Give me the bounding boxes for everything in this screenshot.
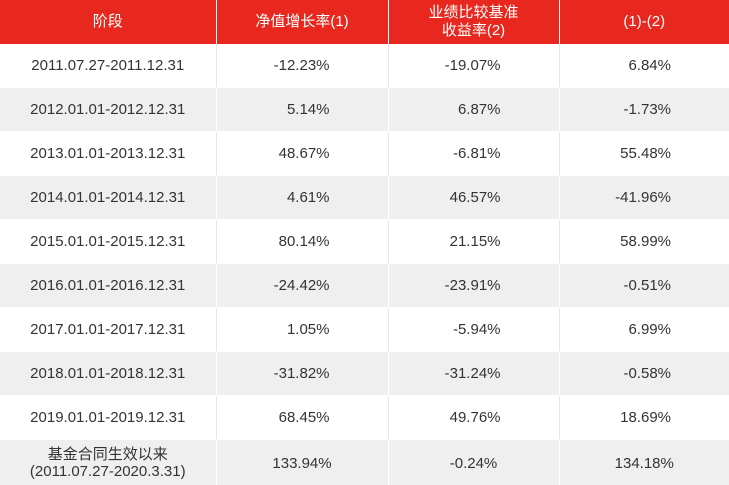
cell-period: 2017.01.01-2017.12.31 [0,307,217,352]
table-header: 阶段 净值增长率(1) 业绩比较基准 收益率(2) (1)-(2) [0,0,729,44]
header-nav-growth: 净值增长率(1) [216,0,389,44]
cell-difference: 58.99% [559,219,729,264]
cell-benchmark-return: 6.87% [388,87,560,132]
cell-nav-growth: -24.42% [216,263,389,308]
cell-summary-period: 基金合同生效以来 (2011.07.27-2020.3.31) [0,439,217,485]
cell-summary-nav-growth: 133.94% [216,439,389,485]
cell-benchmark-return: -23.91% [388,263,560,308]
header-benchmark-line2: 收益率(2) [441,22,506,39]
cell-period: 2019.01.01-2019.12.31 [0,395,217,440]
cell-benchmark-return: 49.76% [388,395,560,440]
cell-difference: -1.73% [559,87,729,132]
table-row: 2015.01.01-2015.12.31 80.14% 21.15% 58.9… [0,219,729,264]
summary-period-line2: (2011.07.27-2020.3.31) [29,463,186,480]
cell-benchmark-return: 46.57% [388,175,560,220]
table-row: 2017.01.01-2017.12.31 1.05% -5.94% 6.99% [0,307,729,352]
header-row: 阶段 净值增长率(1) 业绩比较基准 收益率(2) (1)-(2) [0,0,729,44]
cell-benchmark-return: -19.07% [388,44,560,88]
table-row: 2014.01.01-2014.12.31 4.61% 46.57% -41.9… [0,175,729,220]
header-benchmark-return: 业绩比较基准 收益率(2) [388,0,560,44]
table-body: 2011.07.27-2011.12.31 -12.23% -19.07% 6.… [0,44,729,485]
header-period-label: 阶段 [92,13,123,30]
cell-benchmark-return: -31.24% [388,351,560,396]
summary-period-line1: 基金合同生效以来 [47,446,168,463]
cell-period: 2011.07.27-2011.12.31 [0,44,217,88]
table-row: 2011.07.27-2011.12.31 -12.23% -19.07% 6.… [0,44,729,88]
summary-row: 基金合同生效以来 (2011.07.27-2020.3.31) 133.94% … [0,439,729,485]
cell-benchmark-return: 21.15% [388,219,560,264]
table-row: 2019.01.01-2019.12.31 68.45% 49.76% 18.6… [0,395,729,440]
cell-difference: -41.96% [559,175,729,220]
table-row: 2012.01.01-2012.12.31 5.14% 6.87% -1.73% [0,87,729,132]
cell-nav-growth: 68.45% [216,395,389,440]
cell-period: 2014.01.01-2014.12.31 [0,175,217,220]
cell-summary-benchmark-return: -0.24% [388,439,560,485]
cell-nav-growth: 80.14% [216,219,389,264]
cell-period: 2018.01.01-2018.12.31 [0,351,217,396]
cell-nav-growth: -12.23% [216,44,389,88]
cell-nav-growth: 5.14% [216,87,389,132]
cell-difference: 18.69% [559,395,729,440]
cell-period: 2016.01.01-2016.12.31 [0,263,217,308]
cell-nav-growth: 4.61% [216,175,389,220]
cell-benchmark-return: -6.81% [388,131,560,176]
table-row: 2013.01.01-2013.12.31 48.67% -6.81% 55.4… [0,131,729,176]
header-period: 阶段 [0,0,217,44]
cell-summary-difference: 134.18% [559,439,729,485]
header-difference: (1)-(2) [559,0,729,44]
cell-benchmark-return: -5.94% [388,307,560,352]
cell-nav-growth: -31.82% [216,351,389,396]
cell-period: 2013.01.01-2013.12.31 [0,131,217,176]
cell-period: 2012.01.01-2012.12.31 [0,87,217,132]
cell-difference: -0.51% [559,263,729,308]
cell-difference: 6.84% [559,44,729,88]
cell-difference: 6.99% [559,307,729,352]
cell-nav-growth: 48.67% [216,131,389,176]
cell-period: 2015.01.01-2015.12.31 [0,219,217,264]
table-row: 2018.01.01-2018.12.31 -31.82% -31.24% -0… [0,351,729,396]
cell-nav-growth: 1.05% [216,307,389,352]
table-row: 2016.01.01-2016.12.31 -24.42% -23.91% -0… [0,263,729,308]
cell-difference: -0.58% [559,351,729,396]
header-difference-label: (1)-(2) [623,13,666,30]
header-benchmark-line1: 业绩比较基准 [428,4,519,21]
cell-difference: 55.48% [559,131,729,176]
header-nav-growth-label: 净值增长率(1) [255,13,349,30]
